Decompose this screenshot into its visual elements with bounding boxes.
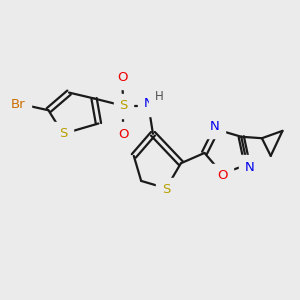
Text: N: N <box>244 160 254 174</box>
Text: S: S <box>162 183 170 196</box>
Text: O: O <box>117 71 127 84</box>
Text: O: O <box>118 128 129 141</box>
Text: Br: Br <box>11 98 26 111</box>
Text: N: N <box>209 120 219 133</box>
Text: H: H <box>154 90 163 103</box>
Text: S: S <box>119 99 128 112</box>
Text: O: O <box>217 169 227 182</box>
Text: S: S <box>59 127 67 140</box>
Text: N: N <box>144 97 153 110</box>
